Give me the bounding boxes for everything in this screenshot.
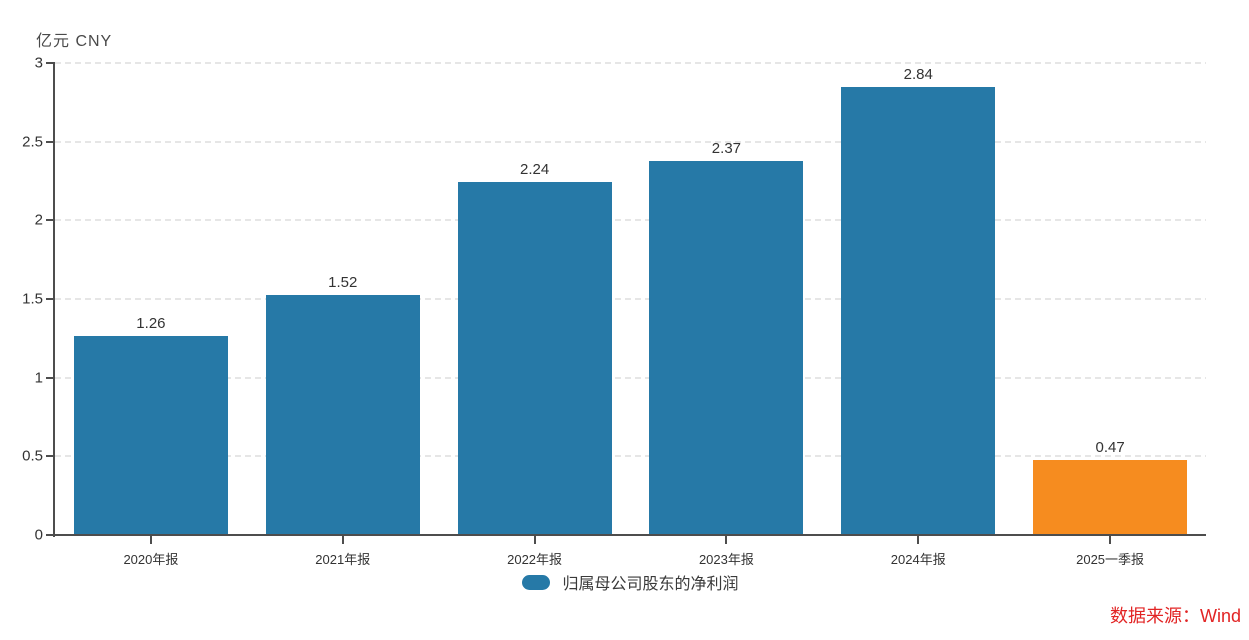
y-axis-tick: [46, 298, 55, 300]
x-axis-label: 2022年报: [507, 552, 563, 567]
y-axis-unit-label: 亿元 CNY: [36, 33, 113, 50]
legend-marker: [522, 574, 551, 590]
bar-1: [265, 294, 420, 534]
gridline-0.5: [55, 455, 1206, 458]
x-axis-label: 2025一季报: [1076, 552, 1145, 567]
x-axis-tick: [149, 536, 152, 544]
y-axis-tick-label: 1: [34, 369, 43, 387]
x-axis-label: 2024年报: [890, 552, 946, 567]
y-axis-tick: [46, 376, 55, 379]
x-axis-label: 2023年报: [698, 552, 754, 567]
gridline-3: [55, 62, 1206, 64]
bar-value-label: 2.84: [903, 66, 933, 84]
x-axis-tick: [917, 536, 920, 544]
bar-value-label: 1.26: [136, 314, 166, 332]
gridline-2: [55, 219, 1206, 222]
y-axis-tick: [46, 219, 55, 222]
x-axis-line: [46, 534, 1206, 536]
y-axis-tick-label: 0: [34, 526, 43, 544]
y-axis-line: [53, 63, 55, 537]
gridline-1.5: [55, 298, 1206, 300]
bar-value-label: 2.37: [711, 140, 742, 158]
y-axis-tick: [46, 534, 55, 536]
x-axis-label: 2021年报: [315, 552, 371, 567]
bar-value-label: 0.47: [1095, 439, 1125, 457]
y-axis-tick: [46, 455, 55, 458]
gridline-2.5: [55, 140, 1206, 143]
x-axis-tick: [533, 536, 536, 544]
bar-5: [1033, 460, 1188, 534]
y-axis-tick-label: 2: [34, 211, 43, 229]
legend-item-net-profit[interactable]: 归属母公司股东的净利润: [55, 570, 1206, 594]
y-axis-tick-label: 3: [34, 54, 43, 72]
bar-4: [841, 87, 996, 534]
x-axis-tick: [725, 536, 728, 544]
bar-value-label: 1.52: [328, 273, 358, 291]
x-axis-label: 2020年报: [123, 552, 179, 567]
y-axis-tick-label: 2.5: [22, 133, 43, 151]
bar-value-label: 2.24: [519, 160, 550, 178]
data-source-note: 数据来源：Wind: [1109, 606, 1241, 626]
bar-2: [457, 181, 612, 534]
bar-0: [73, 335, 228, 534]
plot-area: 0 0.5 1 1.5 2 2.5 3 1.26 2020年报 1.52 2021年报 2.24 202…: [22, 55, 1206, 567]
y-axis-tick: [46, 62, 55, 64]
x-axis-tick: [1109, 536, 1112, 544]
y-axis-tick-label: 0.5: [22, 447, 43, 465]
x-axis-tick: [341, 536, 344, 544]
bar-3: [649, 161, 804, 534]
y-axis-tick: [46, 140, 55, 143]
y-axis-tick-label: 1.5: [22, 290, 43, 308]
gridline-1: [55, 376, 1206, 379]
legend-label: 归属母公司股东的净利润: [562, 576, 739, 593]
